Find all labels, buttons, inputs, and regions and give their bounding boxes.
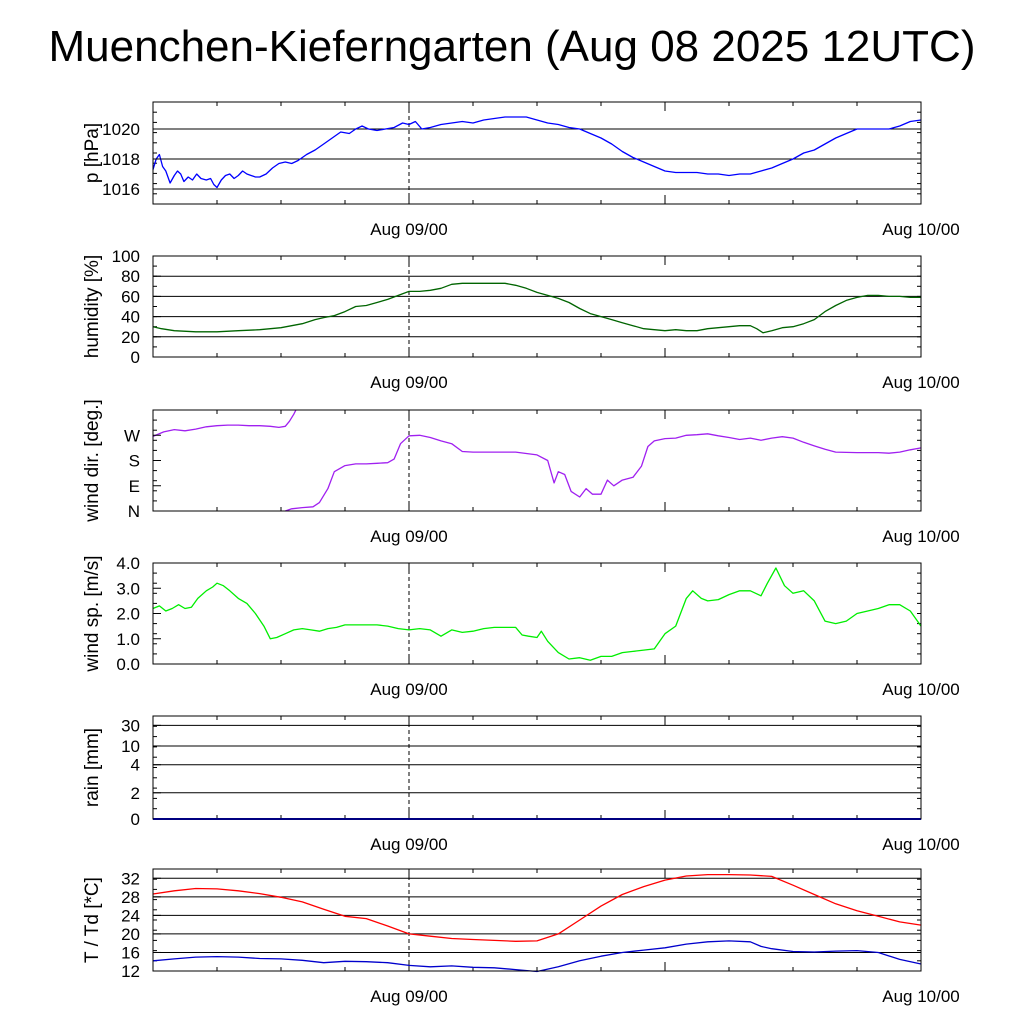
- x-tick-label: Aug 09/00: [370, 987, 448, 1006]
- x-tick-label: Aug 10/00: [882, 527, 960, 546]
- x-tick-label: Aug 10/00: [882, 373, 960, 392]
- y-tick-label: 1016: [102, 180, 140, 199]
- series-line-wind_dir: [285, 433, 922, 512]
- series-line-wind_speed: [152, 567, 922, 661]
- y-axis-label: wind sp. [m/s]: [82, 555, 103, 672]
- y-tick-label: 1018: [102, 150, 140, 169]
- y-tick-label: 1.0: [116, 630, 140, 649]
- y-tick-label: 10: [121, 737, 140, 756]
- y-tick-label: 1020: [102, 120, 140, 139]
- y-tick-label: S: [129, 452, 140, 471]
- x-tick-label: Aug 10/00: [882, 987, 960, 1006]
- y-tick-label: 0: [131, 810, 140, 829]
- y-tick-label: 60: [121, 287, 140, 306]
- y-tick-label: 28: [121, 888, 140, 907]
- y-tick-label: 40: [121, 308, 140, 327]
- y-tick-label: 0: [131, 348, 140, 367]
- series-line-humidity: [152, 282, 921, 334]
- y-tick-label: E: [129, 477, 140, 496]
- x-tick-label: Aug 09/00: [370, 527, 448, 546]
- y-tick-label: 100: [112, 247, 140, 266]
- series-line-wind_dir: [152, 409, 297, 437]
- x-tick-label: Aug 09/00: [370, 220, 448, 239]
- y-tick-label: 16: [121, 943, 140, 962]
- y-tick-label: 30: [121, 716, 140, 735]
- x-tick-label: Aug 10/00: [882, 835, 960, 854]
- y-tick-label: 20: [121, 328, 140, 347]
- x-tick-label: Aug 09/00: [370, 373, 448, 392]
- series-line-temperature: [152, 873, 922, 942]
- y-tick-label: 12: [121, 962, 140, 981]
- series-line-pressure: [152, 116, 922, 189]
- x-tick-label: Aug 09/00: [370, 680, 448, 699]
- plot-frame: [152, 715, 922, 820]
- y-axis-label: wind dir. [deg.]: [82, 399, 103, 523]
- y-tick-label: W: [124, 426, 140, 445]
- plot-frame: [152, 255, 922, 358]
- y-tick-label: 0.0: [116, 655, 140, 674]
- plot-frame: [152, 101, 922, 205]
- x-tick-label: Aug 09/00: [370, 835, 448, 854]
- plot-frame: [152, 562, 922, 665]
- y-tick-label: 32: [121, 869, 140, 888]
- y-axis-label: humidity [%]: [82, 255, 103, 358]
- page-title: Muenchen-Kieferngarten (Aug 08 2025 12UT…: [48, 22, 976, 71]
- y-axis-label: p [hPa]: [82, 123, 103, 183]
- series-line-dewpoint: [152, 940, 922, 973]
- y-tick-label: N: [128, 502, 140, 521]
- plot-frame: [152, 868, 922, 972]
- y-axis-label: rain [mm]: [82, 728, 103, 807]
- plot-frame: [152, 409, 922, 512]
- x-tick-label: Aug 10/00: [882, 680, 960, 699]
- y-tick-label: 4.0: [116, 554, 140, 573]
- y-tick-label: 2.0: [116, 605, 140, 624]
- y-tick-label: 4: [131, 756, 140, 775]
- x-tick-label: Aug 10/00: [882, 220, 960, 239]
- y-axis-label: T / Td [*C]: [82, 877, 103, 963]
- y-tick-label: 20: [121, 925, 140, 944]
- y-tick-label: 3.0: [116, 579, 140, 598]
- y-tick-label: 2: [131, 784, 140, 803]
- y-tick-label: 24: [121, 906, 140, 925]
- y-tick-label: 80: [121, 267, 140, 286]
